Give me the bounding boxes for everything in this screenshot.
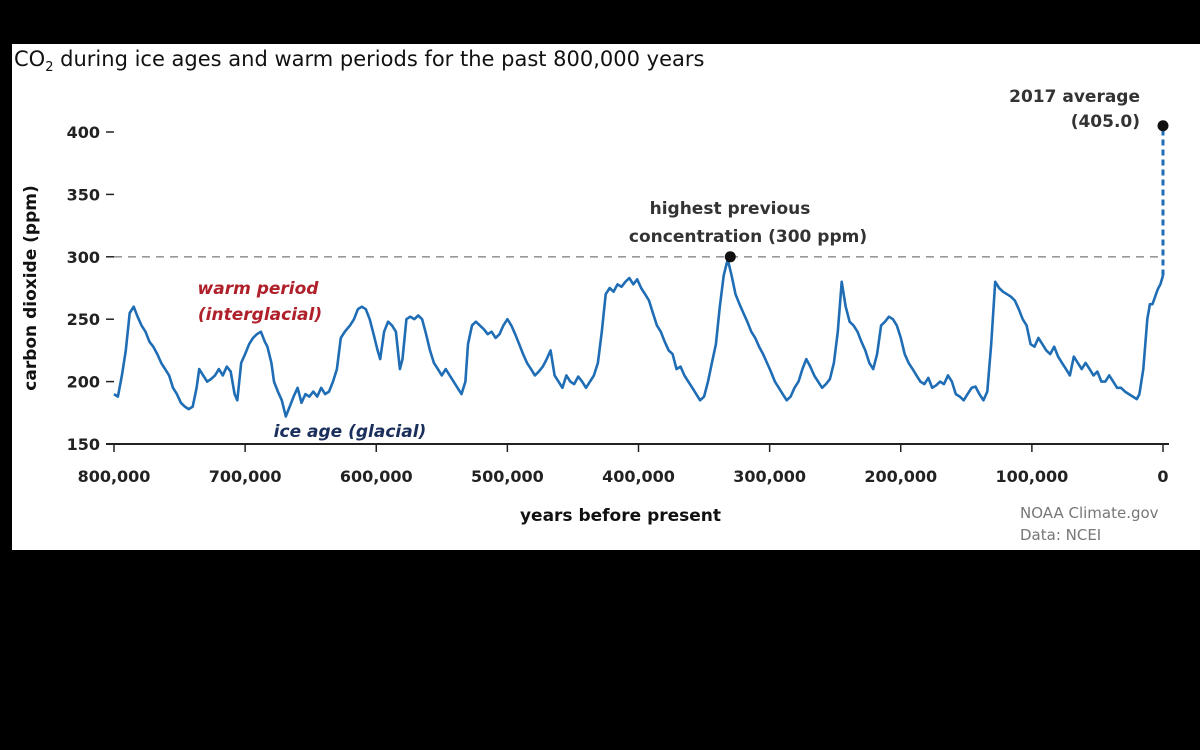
source-data: Data: NCEI (1020, 526, 1102, 544)
y-axis-label: carbon dioxide (ppm) (21, 185, 41, 390)
x-tick-label: 300,000 (733, 467, 806, 486)
previous-annotation-line1: highest previous (650, 199, 811, 219)
y-tick-label: 350 (67, 185, 100, 204)
chart-title-subscript: 2 (45, 60, 54, 76)
x-tick-label: 700,000 (209, 467, 282, 486)
x-tick-label: 600,000 (340, 467, 413, 486)
x-tick-label: 0 (1157, 467, 1168, 486)
record-annotation-line2: (405.0) (1071, 112, 1140, 132)
y-tick-label: 200 (67, 373, 100, 392)
chart-title: CO2 during ice ages and warm periods for… (14, 47, 704, 75)
chart-title-rest: during ice ages and warm periods for the… (53, 47, 705, 71)
previous-annotation-line2: concentration (300 ppm) (629, 227, 867, 247)
source-credit: NOAA Climate.gov (1020, 504, 1159, 522)
x-axis: 800,000 700,000 600,000 500,000 400,000 300,0… (78, 444, 1169, 486)
highest-previous-point (724, 251, 736, 263)
x-tick-label: 800,000 (78, 467, 151, 486)
y-tick-label: 300 (67, 248, 100, 267)
y-tick-label: 400 (67, 123, 100, 142)
chart-title-main: CO (14, 47, 46, 71)
y-axis: 150 200 250 300 350 400 (67, 123, 114, 454)
x-tick-label: 400,000 (602, 467, 675, 486)
y-tick-label: 250 (67, 310, 100, 329)
y-tick-label: 150 (67, 435, 100, 454)
record-annotation-line1: 2017 average (1009, 87, 1140, 107)
interglacial-label: (interglacial) (198, 305, 322, 325)
record-2017-point (1157, 120, 1169, 132)
chart-svg: 150 200 250 300 350 400 800,000 700,000 600,000… (21, 87, 1169, 526)
x-axis-label: years before present (520, 506, 721, 526)
ice-age-label: ice age (glacial) (274, 422, 427, 442)
warm-period-label: warm period (198, 279, 320, 299)
series-line-co2 (113, 258, 1165, 418)
x-tick-label: 500,000 (471, 467, 544, 486)
x-tick-label: 100,000 (995, 467, 1068, 486)
x-tick-label: 200,000 (864, 467, 937, 486)
chart-panel: CO2 during ice ages and warm periods for… (12, 44, 1200, 550)
